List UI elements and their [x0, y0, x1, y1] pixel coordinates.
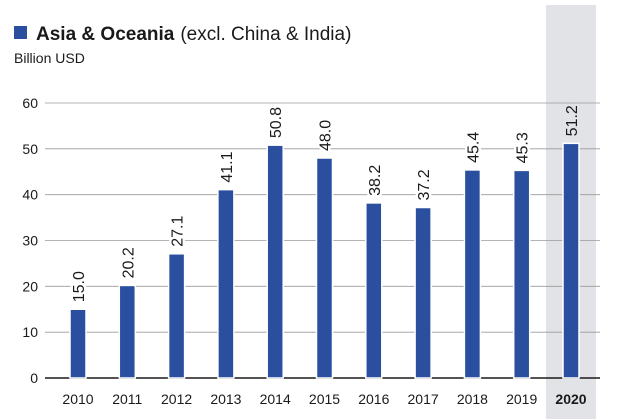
x-tick-label: 2015 — [309, 391, 340, 407]
x-tick-label: 2011 — [112, 391, 142, 407]
y-tick-label: 50 — [22, 141, 38, 157]
x-tick-label: 2013 — [210, 391, 241, 407]
value-label: 51.2 — [564, 105, 581, 136]
bar — [266, 144, 284, 379]
value-label: 15.0 — [71, 271, 88, 302]
value-label: 27.1 — [170, 216, 187, 247]
x-tick-label: 2016 — [358, 391, 389, 407]
bar — [118, 284, 137, 379]
value-label: 37.2 — [416, 169, 433, 200]
subtitle: Billion USD — [14, 50, 85, 66]
x-tick-label: 2014 — [260, 391, 291, 407]
bar — [315, 157, 334, 379]
value-label: 45.3 — [515, 132, 532, 163]
bar — [562, 142, 580, 379]
value-label: 45.4 — [465, 132, 482, 163]
x-tick-label: 2020 — [555, 391, 586, 407]
bar — [217, 188, 235, 379]
title-note: (excl. China & India) — [180, 24, 351, 45]
y-tick-label: 30 — [22, 233, 38, 249]
chart-title: Asia & Oceania (excl. China & India) — [36, 24, 351, 45]
title-icon — [14, 26, 27, 39]
bar — [167, 253, 186, 379]
bar — [512, 169, 531, 379]
x-tick-label: 2018 — [457, 391, 488, 407]
y-tick-label: 20 — [22, 278, 38, 294]
x-tick-label: 2010 — [62, 391, 93, 407]
bar — [365, 202, 383, 379]
bar — [414, 206, 432, 379]
value-label: 50.8 — [268, 107, 285, 138]
bar — [69, 308, 87, 379]
y-tick-label: 0 — [30, 370, 38, 386]
value-label: 38.2 — [367, 165, 384, 196]
bar — [463, 169, 482, 379]
y-tick-label: 40 — [22, 187, 38, 203]
title-main: Asia & Oceania — [36, 24, 175, 45]
x-tick-label: 2012 — [161, 391, 192, 407]
value-label: 41.1 — [219, 151, 236, 182]
value-label: 20.2 — [120, 247, 137, 278]
x-tick-label: 2019 — [506, 391, 537, 407]
y-tick-label: 10 — [22, 324, 38, 340]
y-tick-label: 60 — [22, 95, 38, 111]
x-tick-label: 2017 — [408, 391, 439, 407]
value-label: 48.0 — [318, 120, 335, 151]
